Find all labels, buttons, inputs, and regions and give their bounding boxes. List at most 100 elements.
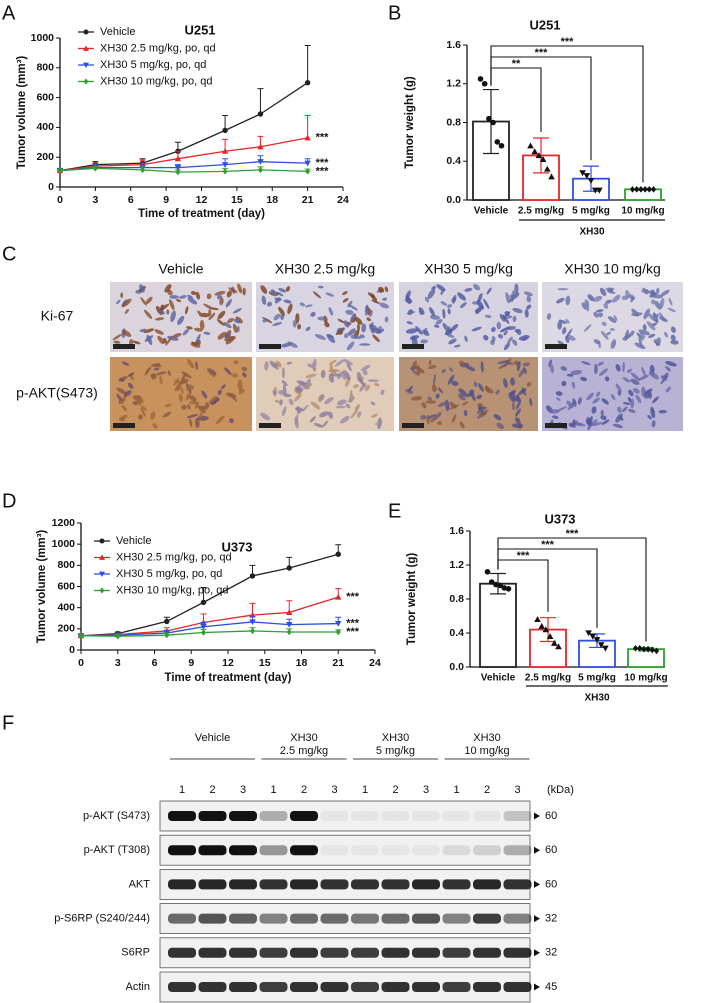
cell-nucleus xyxy=(294,407,305,412)
cell-nucleus xyxy=(420,414,427,420)
cell-nucleus xyxy=(486,287,492,295)
cell-nucleus xyxy=(225,299,232,308)
cell-nucleus xyxy=(313,422,324,428)
x-tick-label: 10 mg/kg xyxy=(624,673,667,684)
x-tick-label: 9 xyxy=(188,657,194,669)
cell-nucleus xyxy=(180,386,184,395)
cell-nucleus xyxy=(638,374,649,381)
cell-nucleus xyxy=(670,326,676,333)
cell-nucleus xyxy=(512,315,517,322)
x-tick-label: 2.5 mg/kg xyxy=(525,673,571,684)
cell-nucleus xyxy=(354,404,360,412)
cell-nucleus xyxy=(433,373,436,386)
cell-nucleus xyxy=(406,311,416,315)
cell-nucleus xyxy=(607,290,616,294)
marker xyxy=(164,618,170,625)
cell-nucleus xyxy=(550,409,560,414)
cell-nucleus xyxy=(342,370,351,380)
scale-bar xyxy=(402,423,424,428)
cell-nucleus xyxy=(287,303,293,315)
cell-nucleus xyxy=(261,295,267,305)
cell-nucleus xyxy=(496,321,502,330)
legend-marker xyxy=(83,62,89,68)
row-label: p-S6RP (S240/244) xyxy=(54,913,150,925)
cell-nucleus xyxy=(606,331,611,336)
cell-nucleus xyxy=(311,363,317,371)
cell-nucleus xyxy=(172,333,182,338)
cell-nucleus xyxy=(119,378,125,382)
data-point xyxy=(531,148,538,155)
cell-nucleus xyxy=(630,372,641,381)
cell-nucleus xyxy=(208,309,212,316)
cell-nucleus xyxy=(112,333,122,341)
cell-nucleus xyxy=(441,368,446,374)
y-tick-label: 800 xyxy=(36,62,54,74)
cell-nucleus xyxy=(229,393,238,402)
cell-nucleus xyxy=(612,294,621,303)
cell-nucleus xyxy=(526,304,532,310)
cell-nucleus xyxy=(490,339,495,345)
marker xyxy=(257,143,264,150)
cell-nucleus xyxy=(628,408,636,413)
cell-nucleus xyxy=(556,397,561,402)
cell-nucleus xyxy=(592,295,603,302)
cell-nucleus xyxy=(187,297,198,305)
marker xyxy=(200,624,207,630)
cell-nucleus xyxy=(612,423,623,429)
error-bar xyxy=(304,44,311,83)
blot-band xyxy=(503,879,532,890)
cell-nucleus xyxy=(123,390,132,397)
marker xyxy=(221,162,229,168)
cell-nucleus xyxy=(440,301,448,306)
cell-nucleus xyxy=(648,371,655,376)
cell-nucleus xyxy=(295,313,300,324)
cell-nucleus xyxy=(116,387,127,395)
cell-nucleus xyxy=(120,395,127,405)
cell-nucleus xyxy=(617,390,621,396)
kda-label: 60 xyxy=(545,878,557,890)
y-tick-label: 0.8 xyxy=(449,593,464,605)
cell-nucleus xyxy=(408,385,413,392)
data-point xyxy=(494,139,501,145)
lane-label: 3 xyxy=(423,784,429,796)
marker xyxy=(200,629,207,636)
cell-nucleus xyxy=(526,295,532,303)
marker xyxy=(286,628,292,636)
cell-nucleus xyxy=(167,370,171,376)
cell-nucleus xyxy=(546,313,552,320)
cell-nucleus xyxy=(630,296,634,303)
y-tick-label: 1000 xyxy=(31,32,55,44)
size-arrow xyxy=(534,949,540,957)
cell-nucleus xyxy=(359,343,371,346)
blot-band xyxy=(229,845,257,856)
cell-nucleus xyxy=(220,384,226,390)
cell-nucleus xyxy=(262,318,268,323)
cell-nucleus xyxy=(420,339,428,344)
cell-nucleus xyxy=(217,295,223,300)
cell-nucleus xyxy=(345,403,351,409)
cell-nucleus xyxy=(668,297,673,306)
cell-nucleus xyxy=(350,408,359,419)
cell-nucleus xyxy=(328,306,334,316)
cell-nucleus xyxy=(651,299,656,305)
blot-band xyxy=(351,913,379,924)
blot-band xyxy=(351,845,379,856)
cell-nucleus xyxy=(146,334,153,345)
significance: ** xyxy=(512,58,521,70)
data-point xyxy=(646,186,652,193)
lane-label: 2 xyxy=(484,784,490,796)
cell-nucleus xyxy=(228,287,238,294)
cell-nucleus xyxy=(187,294,194,299)
cell-nucleus xyxy=(635,394,642,404)
cell-nucleus xyxy=(119,417,125,422)
cell-nucleus xyxy=(597,361,604,366)
blot-band xyxy=(168,947,196,958)
cell-nucleus xyxy=(370,327,375,334)
cell-nucleus xyxy=(650,406,656,419)
cell-nucleus xyxy=(347,328,356,336)
blot-band xyxy=(351,982,379,992)
cell-nucleus xyxy=(328,373,335,383)
marker xyxy=(221,148,229,154)
lane-label: 1 xyxy=(179,784,185,796)
cell-nucleus xyxy=(647,415,652,420)
